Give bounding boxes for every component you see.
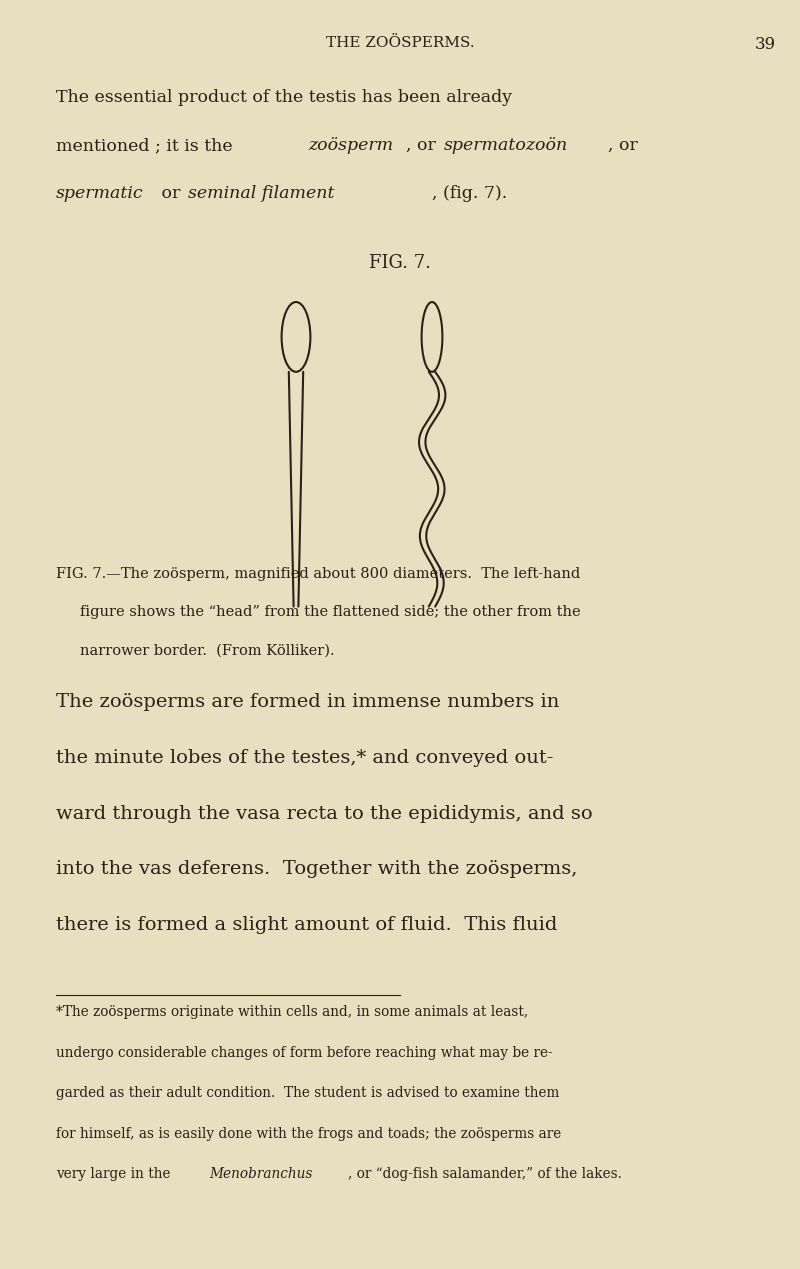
Text: The essential product of the testis has been already: The essential product of the testis has … (56, 89, 512, 105)
Text: , or: , or (406, 137, 442, 154)
Text: or: or (156, 185, 186, 202)
Text: FIG. 7.—The zoösperm, magnified about 800 diameters.  The left-hand: FIG. 7.—The zoösperm, magnified about 80… (56, 567, 580, 581)
Text: into the vas deferens.  Together with the zoösperms,: into the vas deferens. Together with the… (56, 860, 578, 878)
Text: , or: , or (608, 137, 638, 154)
Text: , (fig. 7).: , (fig. 7). (432, 185, 507, 202)
Text: mentioned ; it is the: mentioned ; it is the (56, 137, 238, 154)
Text: spermatic: spermatic (56, 185, 144, 202)
Text: the minute lobes of the testes,* and conveyed out-: the minute lobes of the testes,* and con… (56, 749, 554, 766)
Text: there is formed a slight amount of fluid.  This fluid: there is formed a slight amount of fluid… (56, 916, 558, 934)
Text: figure shows the “head” from the flattened side; the other from the: figure shows the “head” from the flatten… (80, 605, 581, 619)
Text: zoösperm: zoösperm (308, 137, 393, 154)
Text: , or “dog-fish salamander,” of the lakes.: , or “dog-fish salamander,” of the lakes… (348, 1167, 622, 1181)
Text: Menobranchus: Menobranchus (209, 1167, 312, 1181)
Text: very large in the: very large in the (56, 1167, 175, 1181)
Text: *The zoösperms originate within cells and, in some animals at least,: *The zoösperms originate within cells an… (56, 1005, 528, 1019)
Text: The zoösperms are formed in immense numbers in: The zoösperms are formed in immense numb… (56, 693, 559, 711)
Text: spermatozoön: spermatozoön (444, 137, 568, 154)
Text: THE ZOÖSPERMS.: THE ZOÖSPERMS. (326, 36, 474, 49)
Text: garded as their adult condition.  The student is advised to examine them: garded as their adult condition. The stu… (56, 1086, 559, 1100)
Ellipse shape (422, 302, 442, 372)
Text: for himself, as is easily done with the frogs and toads; the zoösperms are: for himself, as is easily done with the … (56, 1127, 562, 1141)
Ellipse shape (282, 302, 310, 372)
Text: ward through the vasa recta to the epididymis, and so: ward through the vasa recta to the epidi… (56, 805, 593, 822)
Text: narrower border.  (From Kölliker).: narrower border. (From Kölliker). (80, 643, 334, 657)
Text: seminal filament: seminal filament (188, 185, 334, 202)
Text: FIG. 7.: FIG. 7. (369, 254, 431, 272)
Text: undergo considerable changes of form before reaching what may be re-: undergo considerable changes of form bef… (56, 1046, 553, 1060)
Text: 39: 39 (755, 36, 776, 52)
